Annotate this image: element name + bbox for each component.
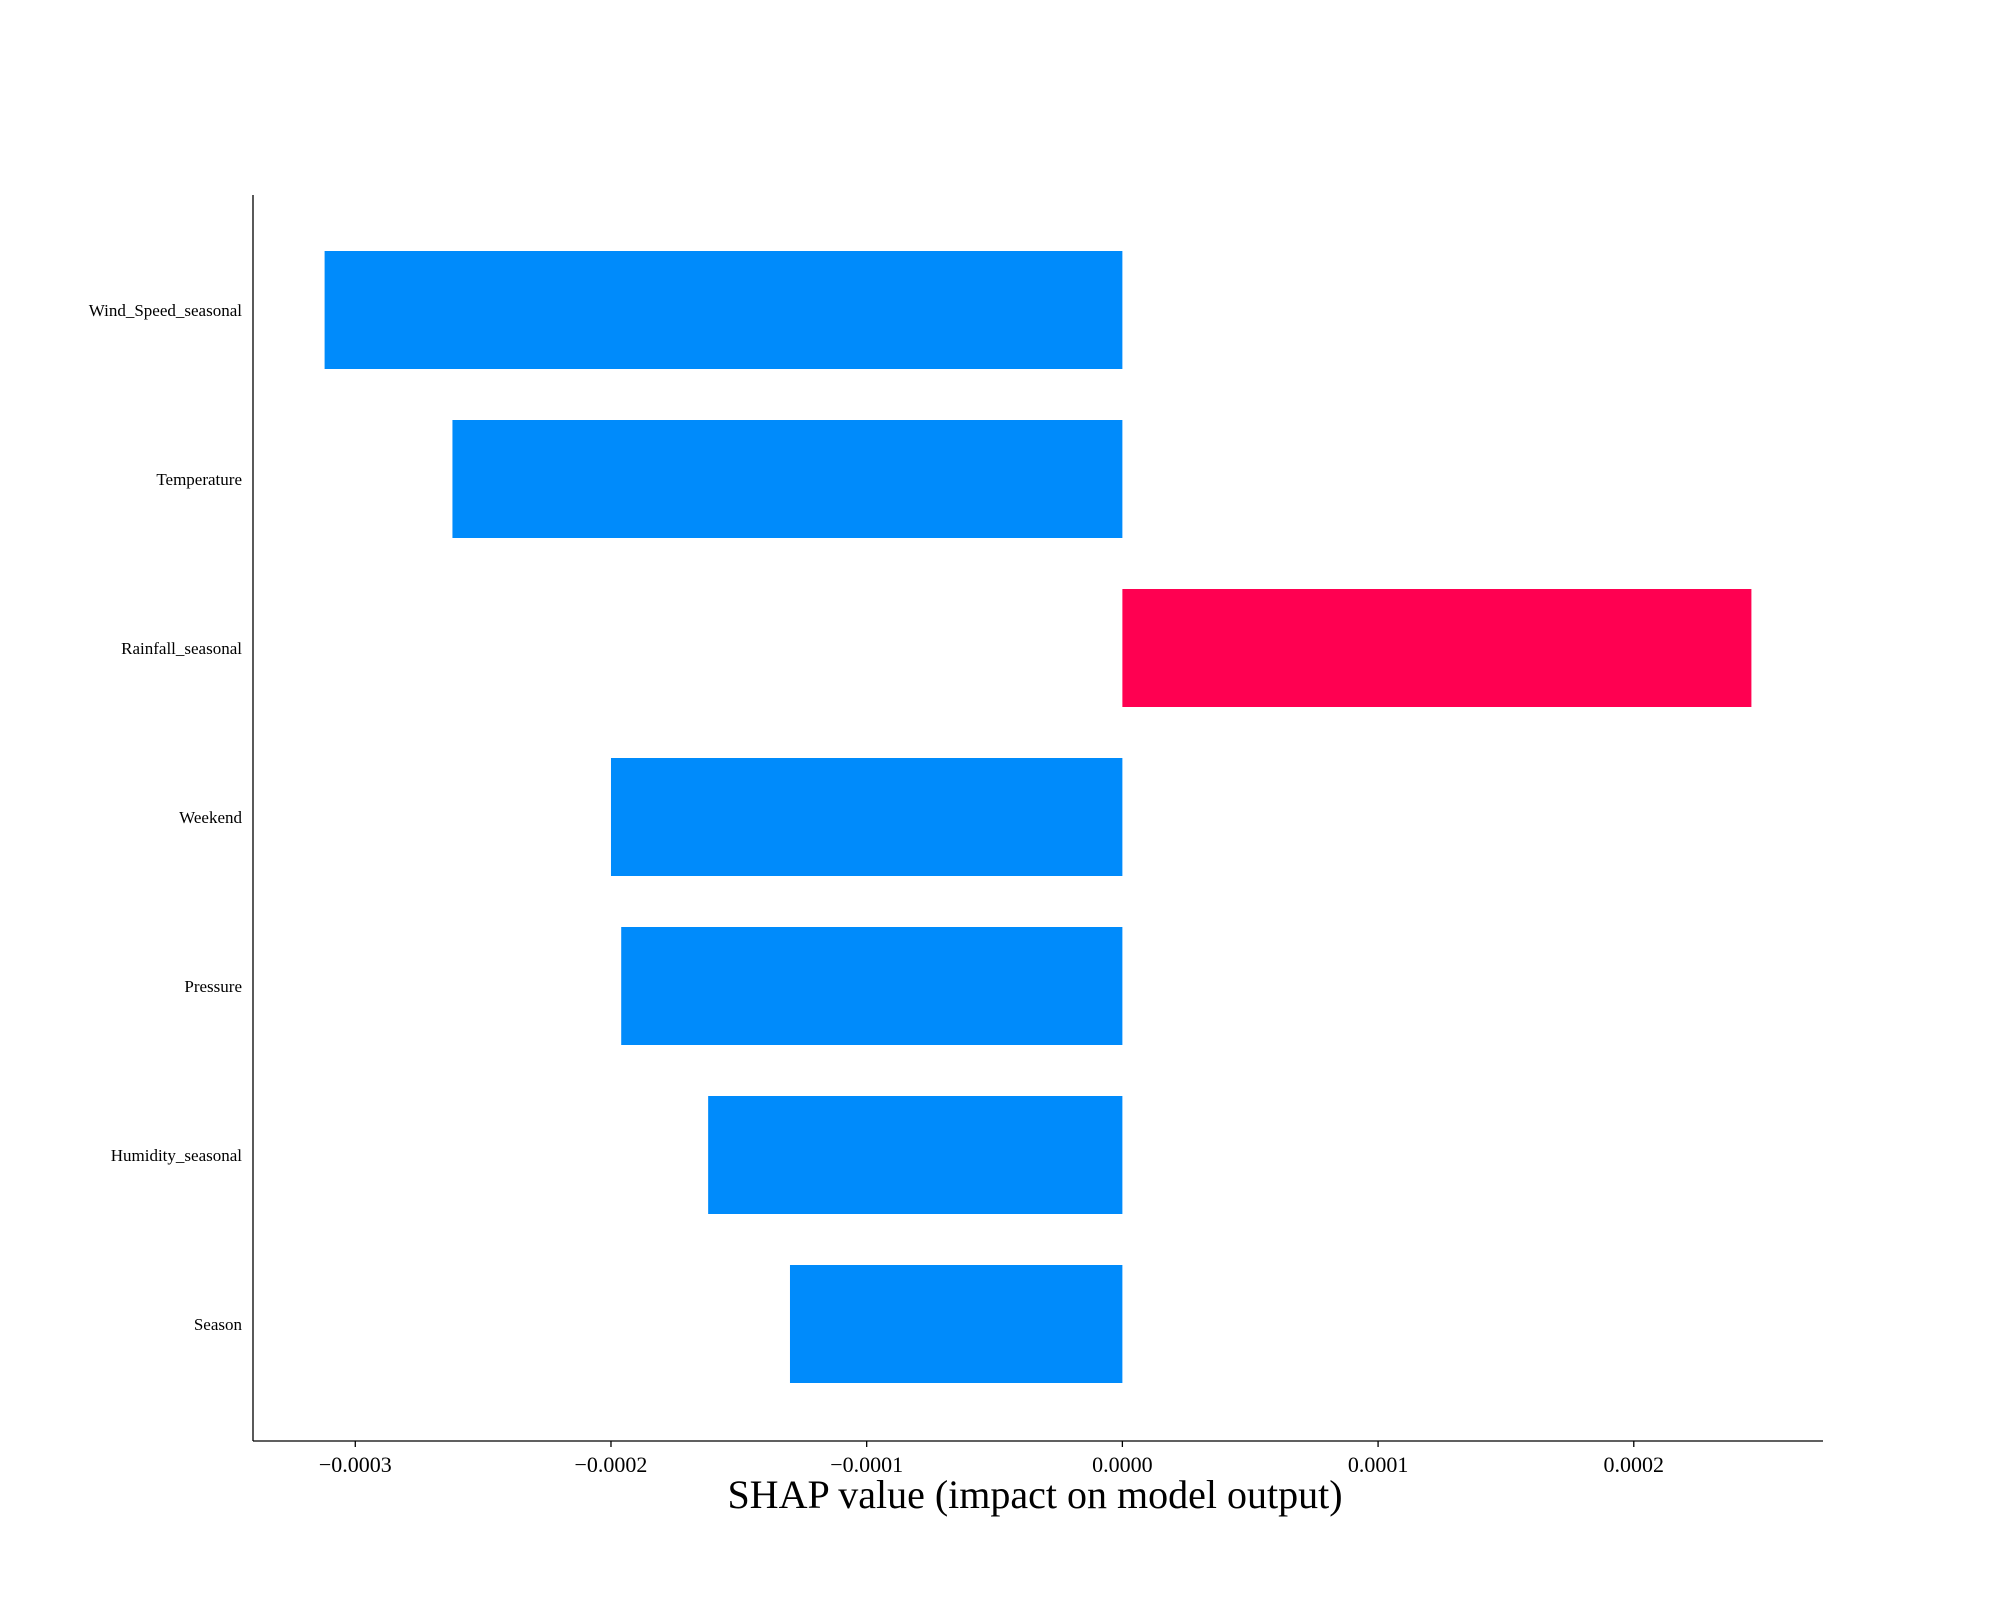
x-tick-label: −0.0002 <box>575 1452 648 1477</box>
x-axis-title: SHAP value (impact on model output) <box>727 1472 1342 1517</box>
x-ticks-group: −0.0003 −0.0002 −0.0001 0.0000 0.0001 0.0002 <box>319 1441 1664 1477</box>
x-tick-label: 0.0000 <box>1092 1452 1153 1477</box>
bar-temperature <box>452 420 1123 538</box>
bar-season <box>789 1265 1123 1383</box>
bar-rainfall-seasonal <box>1122 589 1752 707</box>
category-label: Humidity_seasonal <box>111 1146 243 1165</box>
bar-humidity-seasonal <box>708 1096 1123 1214</box>
x-tick-label: 0.0002 <box>1604 1452 1665 1477</box>
category-label: Temperature <box>156 470 242 489</box>
x-tick-label: 0.0001 <box>1348 1452 1409 1477</box>
category-label: Wind_Speed_seasonal <box>89 301 243 320</box>
category-label: Pressure <box>184 977 242 996</box>
bars-group <box>324 251 1752 1383</box>
category-label: Rainfall_seasonal <box>121 639 242 658</box>
category-labels-group: Wind_Speed_seasonal Temperature Rainfall_s… <box>89 301 243 1334</box>
category-label: Season <box>194 1315 243 1334</box>
category-label: Weekend <box>179 808 242 827</box>
x-tick-label: −0.0003 <box>319 1452 392 1477</box>
bar-weekend <box>610 758 1123 876</box>
bar-wind-speed-seasonal <box>324 251 1123 369</box>
bar-pressure <box>621 927 1123 1045</box>
x-tick-label: −0.0001 <box>830 1452 903 1477</box>
